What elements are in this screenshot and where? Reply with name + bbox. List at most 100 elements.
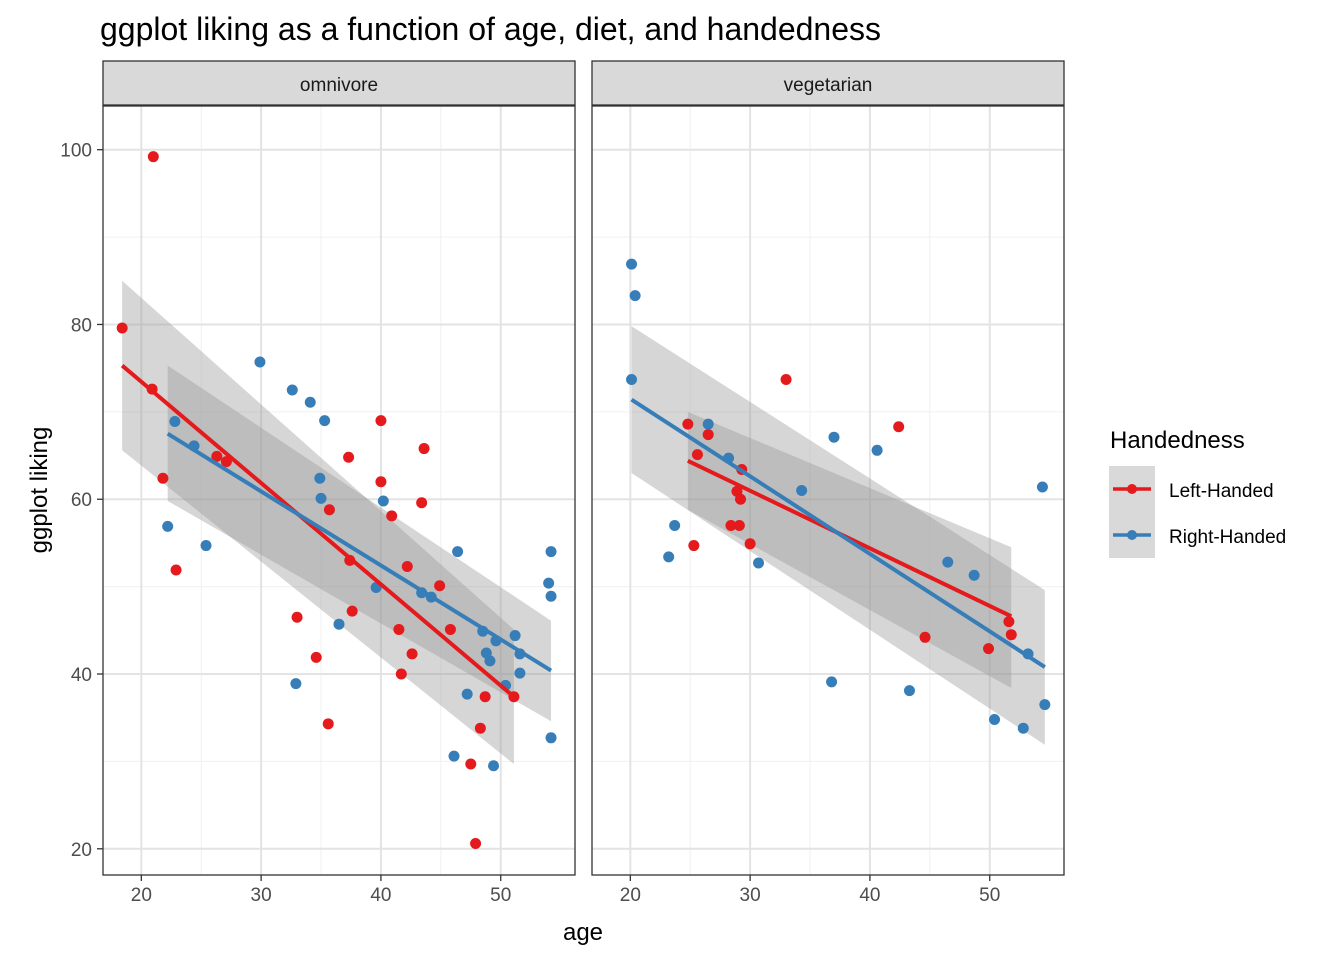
confidence-band	[167, 365, 552, 722]
data-point	[162, 520, 174, 532]
data-point	[629, 290, 641, 302]
data-point	[893, 421, 905, 433]
data-point	[286, 384, 298, 396]
data-point	[919, 631, 931, 643]
data-point	[753, 557, 765, 569]
data-point	[169, 415, 181, 427]
x-tick-label: 20	[620, 885, 641, 906]
x-tick-label: 30	[740, 885, 761, 906]
data-point	[343, 451, 355, 463]
data-point	[682, 418, 694, 430]
panel-border	[591, 105, 1065, 876]
facet-strip-label: omnivore	[300, 75, 378, 96]
x-tick-label: 50	[979, 885, 1000, 906]
chart-title: ggplot liking as a function of age, diet…	[100, 11, 881, 47]
panel-border	[102, 105, 576, 876]
legend: Handedness Left-Handed Right-Handed	[1109, 427, 1286, 558]
data-point	[691, 449, 703, 461]
data-point	[395, 668, 407, 680]
data-point	[170, 564, 182, 576]
data-point	[377, 495, 389, 507]
data-point	[626, 258, 638, 270]
facet-panel-omnivore: omnivore 20 30 40 50 20 40 60 80 100	[60, 60, 576, 906]
data-point	[200, 540, 212, 552]
series-left-handed	[116, 151, 520, 850]
data-point	[1003, 616, 1015, 628]
data-point	[1017, 722, 1029, 734]
data-point	[903, 685, 915, 697]
confidence-band	[687, 411, 1012, 688]
data-point	[452, 546, 464, 558]
y-axis-label: ggplot liking	[26, 427, 53, 554]
data-point	[304, 396, 316, 408]
data-point	[444, 623, 456, 635]
data-point	[488, 760, 500, 772]
data-point	[375, 415, 387, 427]
data-point	[406, 648, 418, 660]
data-point	[470, 838, 482, 850]
data-point	[543, 577, 555, 589]
legend-title: Handedness	[1110, 427, 1245, 454]
fit-line	[166, 431, 553, 673]
x-tick-label: 40	[859, 885, 880, 906]
data-point	[157, 472, 169, 484]
data-point	[733, 519, 745, 531]
data-point	[663, 551, 675, 563]
facet-panels: omnivore 20 30 40 50 20 40 60 80 100 vegetarian 20 3…	[60, 60, 1065, 906]
data-point	[702, 429, 714, 441]
data-point	[983, 643, 995, 655]
data-point	[434, 580, 446, 592]
facet-panel-vegetarian: vegetarian 20 30 40 50	[591, 60, 1065, 906]
data-point	[211, 450, 223, 462]
data-point	[545, 546, 557, 558]
data-point	[942, 556, 954, 568]
data-point	[702, 418, 714, 430]
plot-background	[103, 106, 575, 875]
y-tick-label: 100	[60, 141, 92, 162]
data-point	[780, 374, 792, 386]
data-point	[514, 667, 526, 679]
data-point	[796, 485, 808, 496]
data-point	[545, 590, 557, 602]
x-tick-label: 40	[370, 885, 391, 906]
data-point	[220, 456, 232, 468]
data-point	[509, 630, 521, 642]
data-point	[735, 493, 747, 505]
y-tick-label: 40	[71, 665, 92, 686]
legend-key-point	[1127, 484, 1137, 494]
data-point	[669, 519, 681, 531]
data-point	[254, 356, 266, 368]
data-point	[744, 538, 756, 550]
data-point	[1005, 629, 1017, 641]
data-point	[418, 443, 430, 455]
data-point	[484, 655, 496, 667]
data-point	[826, 676, 838, 688]
x-tick-label: 30	[251, 885, 272, 906]
confidence-band	[122, 280, 514, 765]
data-point	[479, 691, 491, 703]
data-point	[346, 605, 358, 617]
data-point	[871, 444, 883, 456]
data-point	[448, 750, 460, 762]
data-point	[461, 688, 473, 700]
legend-label: Right-Handed	[1169, 527, 1286, 548]
data-point	[474, 722, 486, 734]
data-point	[725, 519, 737, 531]
facet-strip-label: vegetarian	[784, 75, 873, 96]
data-point	[315, 492, 327, 504]
data-point	[989, 713, 1001, 725]
legend-key-point	[1127, 530, 1137, 540]
data-point	[393, 623, 405, 635]
data-point	[314, 472, 326, 484]
fit-line	[120, 364, 516, 699]
fit-line	[630, 397, 1046, 669]
x-axis-label: age	[563, 919, 603, 946]
data-point	[290, 678, 302, 690]
data-point	[322, 718, 334, 730]
data-point	[116, 322, 128, 334]
y-tick-label: 60	[71, 490, 92, 511]
data-point	[626, 374, 638, 386]
data-point	[386, 510, 398, 522]
data-point	[465, 758, 477, 770]
data-point	[375, 476, 387, 488]
